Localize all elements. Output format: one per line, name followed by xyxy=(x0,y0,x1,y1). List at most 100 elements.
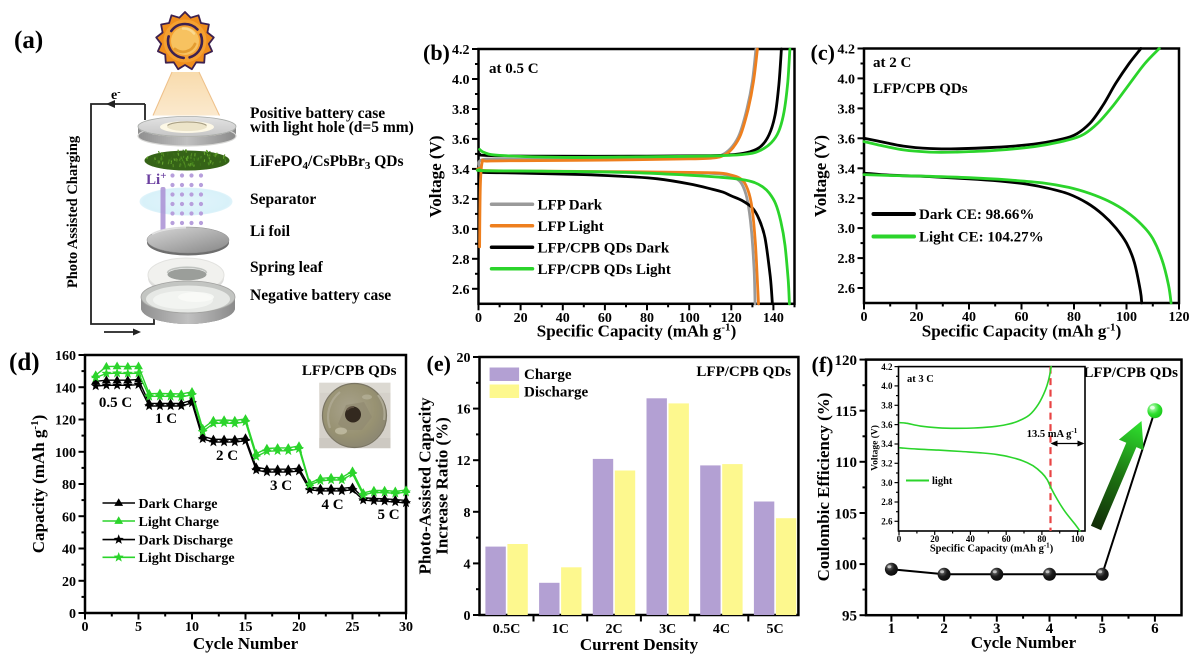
svg-text:100: 100 xyxy=(679,311,700,326)
svg-text:6: 6 xyxy=(1151,621,1159,637)
svg-text:Charge: Charge xyxy=(524,367,572,383)
svg-text:Light Charge: Light Charge xyxy=(139,515,220,530)
svg-text:5: 5 xyxy=(135,620,142,635)
svg-text:120: 120 xyxy=(721,311,742,326)
svg-text:Positive battery case: Positive battery case xyxy=(250,105,385,122)
svg-text:Negative battery case: Negative battery case xyxy=(250,287,391,304)
svg-text:light: light xyxy=(932,476,953,487)
svg-text:0.5 C: 0.5 C xyxy=(99,395,132,411)
svg-text:3.6: 3.6 xyxy=(881,420,893,430)
svg-text:2.8: 2.8 xyxy=(881,497,893,507)
svg-text:Coulombic Efficiency (%): Coulombic Efficiency (%) xyxy=(814,393,833,582)
svg-text:(c): (c) xyxy=(811,40,835,65)
svg-text:LFP/CPB QDs Dark: LFP/CPB QDs Dark xyxy=(538,241,670,257)
svg-text:Discharge: Discharge xyxy=(524,385,588,401)
svg-text:1 C: 1 C xyxy=(155,411,177,427)
svg-text:2: 2 xyxy=(940,621,948,637)
svg-text:with light hole (d=5 mm): with light hole (d=5 mm) xyxy=(250,119,414,136)
svg-text:(d): (d) xyxy=(9,349,40,376)
svg-text:Li foil: Li foil xyxy=(250,223,291,240)
svg-text:Cycle Number: Cycle Number xyxy=(193,634,299,653)
svg-text:20: 20 xyxy=(62,575,76,590)
svg-text:110: 110 xyxy=(835,455,857,471)
svg-text:20: 20 xyxy=(930,534,940,544)
svg-text:at 0.5 C: at 0.5 C xyxy=(489,61,539,77)
svg-text:3.0: 3.0 xyxy=(838,222,856,237)
svg-text:Increase Ratio (%): Increase Ratio (%) xyxy=(433,417,452,555)
svg-text:Light CE: 104.27%: Light CE: 104.27% xyxy=(919,230,1044,246)
svg-text:3.8: 3.8 xyxy=(881,401,893,411)
svg-text:Light Discharge: Light Discharge xyxy=(139,551,235,566)
svg-text:(b): (b) xyxy=(423,40,450,65)
svg-text:20: 20 xyxy=(457,351,471,366)
svg-text:1C: 1C xyxy=(552,622,569,637)
svg-text:(a): (a) xyxy=(14,27,43,54)
svg-text:2.8: 2.8 xyxy=(452,253,470,268)
svg-text:95: 95 xyxy=(842,609,857,625)
svg-text:LiFePO4/CsPbBr3 QDs: LiFePO4/CsPbBr3 QDs xyxy=(250,153,404,172)
svg-text:100: 100 xyxy=(835,558,858,574)
svg-text:2C: 2C xyxy=(605,622,622,637)
svg-text:Separator: Separator xyxy=(250,191,316,208)
svg-text:e-: e- xyxy=(111,87,121,103)
svg-text:3 C: 3 C xyxy=(270,478,292,494)
svg-text:4: 4 xyxy=(464,557,471,572)
svg-text:40: 40 xyxy=(962,310,976,325)
svg-text:10: 10 xyxy=(185,620,199,635)
svg-text:13.5 mA g-1: 13.5 mA g-1 xyxy=(1027,427,1078,440)
svg-text:80: 80 xyxy=(1037,534,1047,544)
svg-text:140: 140 xyxy=(763,311,784,326)
svg-text:LFP/CPB QDs: LFP/CPB QDs xyxy=(302,363,397,379)
svg-text:(e): (e) xyxy=(427,351,451,376)
svg-text:3.2: 3.2 xyxy=(838,192,856,207)
svg-text:20: 20 xyxy=(292,620,306,635)
svg-text:0: 0 xyxy=(82,620,89,635)
svg-text:3.2: 3.2 xyxy=(452,193,470,208)
svg-text:3.4: 3.4 xyxy=(452,163,470,178)
svg-text:LFP Dark: LFP Dark xyxy=(538,197,603,213)
svg-text:3.4: 3.4 xyxy=(881,439,893,449)
svg-text:Li+: Li+ xyxy=(146,170,166,188)
svg-text:30: 30 xyxy=(399,620,413,635)
svg-text:5: 5 xyxy=(1098,621,1106,637)
svg-text:5 C: 5 C xyxy=(378,507,400,523)
svg-text:3.4: 3.4 xyxy=(838,162,856,177)
svg-text:Specific Capacity (mAh g-1): Specific Capacity (mAh g-1) xyxy=(922,322,1121,341)
svg-text:160: 160 xyxy=(55,349,76,364)
svg-text:4.2: 4.2 xyxy=(881,362,893,372)
svg-text:60: 60 xyxy=(1002,534,1012,544)
svg-text:3.6: 3.6 xyxy=(452,133,470,148)
svg-text:Capacity (mAh g-1): Capacity (mAh g-1) xyxy=(29,415,48,554)
svg-text:3.6: 3.6 xyxy=(838,132,856,147)
svg-text:40: 40 xyxy=(966,534,976,544)
svg-text:3.8: 3.8 xyxy=(452,103,470,118)
svg-text:3C: 3C xyxy=(659,622,676,637)
svg-text:20: 20 xyxy=(514,311,528,326)
svg-text:60: 60 xyxy=(1015,310,1029,325)
svg-text:Voltage (V): Voltage (V) xyxy=(811,135,830,217)
svg-text:Photo Assisted Charging: Photo Assisted Charging xyxy=(65,135,81,288)
svg-text:4.2: 4.2 xyxy=(838,43,856,58)
svg-text:115: 115 xyxy=(835,404,857,420)
svg-text:8: 8 xyxy=(464,506,471,521)
svg-text:Specific Capacity (mAh g-1): Specific Capacity (mAh g-1) xyxy=(537,322,736,341)
svg-text:Spring leaf: Spring leaf xyxy=(250,259,324,276)
svg-text:LFP/CPB QDs: LFP/CPB QDs xyxy=(873,81,968,97)
svg-text:100: 100 xyxy=(55,446,76,461)
svg-text:Photo-Assisted Capacity: Photo-Assisted Capacity xyxy=(416,397,435,575)
svg-text:4.0: 4.0 xyxy=(838,73,856,88)
svg-text:Current Density: Current Density xyxy=(580,635,699,654)
svg-text:0: 0 xyxy=(475,311,482,326)
svg-text:LFP/CPB QDs Light: LFP/CPB QDs Light xyxy=(538,262,671,278)
svg-text:20: 20 xyxy=(910,310,924,325)
svg-text:120: 120 xyxy=(1169,310,1190,325)
svg-text:2.6: 2.6 xyxy=(838,282,856,297)
svg-text:5C: 5C xyxy=(767,622,784,637)
svg-text:60: 60 xyxy=(62,510,76,525)
svg-text:4C: 4C xyxy=(713,622,730,637)
svg-text:Voltage (V): Voltage (V) xyxy=(426,136,445,218)
svg-text:2.6: 2.6 xyxy=(881,517,893,527)
svg-text:3.0: 3.0 xyxy=(452,223,470,238)
svg-text:80: 80 xyxy=(62,478,76,493)
svg-text:120: 120 xyxy=(55,414,76,429)
